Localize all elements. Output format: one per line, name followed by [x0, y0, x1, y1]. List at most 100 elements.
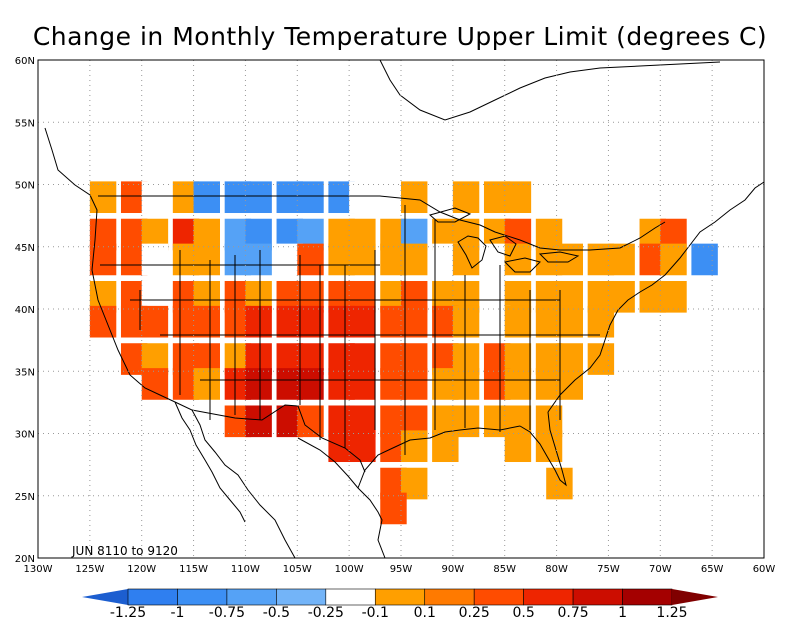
grid-cell: [349, 305, 376, 338]
grid-cell: [141, 181, 169, 214]
grid-cell: [504, 368, 532, 400]
colorbar-swatch: [325, 588, 376, 606]
grid-cell: [245, 368, 272, 400]
grid-cell: [504, 181, 532, 214]
grid-cell: [245, 243, 272, 276]
florida-coast: [519, 411, 567, 487]
lat-tick-label: 40N: [15, 305, 35, 316]
grid-cell: [504, 430, 532, 463]
grid-cell: [452, 243, 480, 276]
grid-cell: [297, 243, 324, 276]
colorbar-swatches: [127, 588, 673, 606]
colorbar: -1.25 -1 -0.75 -0.5 -0.25 -0.1 0.1 0.25 0.5 0.75 1…: [82, 588, 718, 618]
grid-cell: [245, 305, 272, 338]
grid-cell: [660, 280, 687, 313]
map-title: Change in Monthly Temperature Upper Limi…: [32, 22, 768, 51]
lon-tick-label: 105W: [283, 564, 312, 575]
colorbar-low-arrow: [82, 589, 128, 605]
colorbar-swatch: [572, 588, 623, 606]
grid-cell: [587, 343, 615, 375]
grid-cell: [535, 181, 563, 214]
grid-cell: [556, 305, 583, 338]
colorbar-label: -0.25: [308, 605, 344, 618]
west-coast-line: [44, 127, 296, 559]
lon-tick-label: 110W: [231, 564, 260, 575]
grid-cell: [504, 305, 532, 338]
lon-tick-label: 85W: [493, 564, 516, 575]
grid-cell: [141, 305, 169, 338]
grid-cell: [349, 368, 376, 400]
colorbar-label: 0.25: [459, 605, 490, 618]
lon-tick-label: 90W: [442, 564, 465, 575]
colorbar-label: -0.1: [362, 605, 389, 618]
grid-cell: [349, 181, 376, 214]
grid-cell: [297, 405, 324, 438]
longitude-tick-labels: 130W 125W 120W 115W 110W 105W 100W 95W 90W 85W 80W…: [24, 564, 776, 575]
colorbar-swatch: [276, 588, 327, 606]
grid-cell: [141, 368, 169, 400]
grid-cell: [546, 467, 573, 500]
colorbar-label: -0.75: [209, 605, 245, 618]
grid-cell: [349, 243, 376, 276]
lat-tick-label: 20N: [15, 554, 35, 565]
grid-cell: [297, 305, 324, 338]
grid-cell: [193, 243, 220, 276]
colorbar-label: 0.5: [513, 605, 535, 618]
colorbar-label: -0.5: [263, 605, 290, 618]
temperature-change-cells: [89, 181, 718, 525]
colorbar-label: 0.1: [414, 605, 436, 618]
lat-tick-label: 25N: [15, 492, 35, 503]
grid-cell: [349, 430, 376, 463]
colorbar-high-arrow: [672, 589, 718, 605]
great-lakes: [428, 207, 580, 273]
colorbar-label: 1.25: [656, 605, 687, 618]
colorbar-swatch: [374, 588, 426, 606]
colorbar-swatch: [127, 588, 178, 606]
lon-tick-label: 80W: [545, 564, 568, 575]
us-mexico-border: [191, 404, 366, 473]
grid-cell: [193, 305, 220, 338]
state-lines: [100, 205, 600, 455]
latitude-tick-labels: 20N 25N 30N 35N 40N 45N 50N 55N 60N: [15, 56, 35, 565]
colorbar-label: 0.75: [558, 605, 589, 618]
lon-tick-label: 75W: [597, 564, 620, 575]
grid-cell: [193, 368, 220, 400]
lat-tick-label: 45N: [15, 243, 35, 254]
baja-coast-line: [174, 401, 246, 523]
grid-cell: [587, 305, 615, 338]
lat-lon-gridlines: [38, 60, 764, 558]
lon-tick-label: 95W: [390, 564, 413, 575]
grid-cell: [141, 243, 169, 276]
lon-tick-label: 100W: [335, 564, 364, 575]
period-label: JUN 8110 to 9120: [71, 544, 178, 558]
us-canada-border: [98, 195, 666, 251]
grid-cell: [89, 305, 117, 338]
grid-cell: [452, 305, 480, 338]
gulf-coast-line: [297, 437, 386, 559]
grid-cell: [297, 181, 324, 214]
lat-tick-label: 30N: [15, 430, 35, 441]
lat-tick-label: 35N: [15, 367, 35, 378]
grid-cell: [89, 181, 117, 214]
lon-tick-label: 125W: [75, 564, 104, 575]
grid-cell: [297, 368, 324, 400]
grid-cell: [245, 405, 272, 438]
hudson-bay-coast: [379, 59, 721, 121]
grid-cell: [660, 243, 687, 276]
coastlines: [44, 59, 765, 559]
colorbar-label: -1: [170, 605, 184, 618]
east-coast-line: [547, 181, 765, 413]
colorbar-swatch: [424, 588, 475, 606]
grid-cell: [452, 368, 480, 400]
lon-tick-label: 60W: [753, 564, 776, 575]
grid-cell: [452, 181, 480, 214]
colorbar-swatch: [226, 588, 277, 606]
map-area: 130W 125W 120W 115W 110W 105W 100W 95W 90W 85W 80W…: [15, 56, 776, 575]
lon-tick-label: 70W: [649, 564, 672, 575]
grid-cell: [245, 181, 272, 214]
lat-tick-label: 50N: [15, 181, 35, 192]
colorbar-swatch: [523, 588, 574, 606]
colorbar-swatch: [473, 588, 524, 606]
colorbar-label: -1.25: [110, 605, 146, 618]
